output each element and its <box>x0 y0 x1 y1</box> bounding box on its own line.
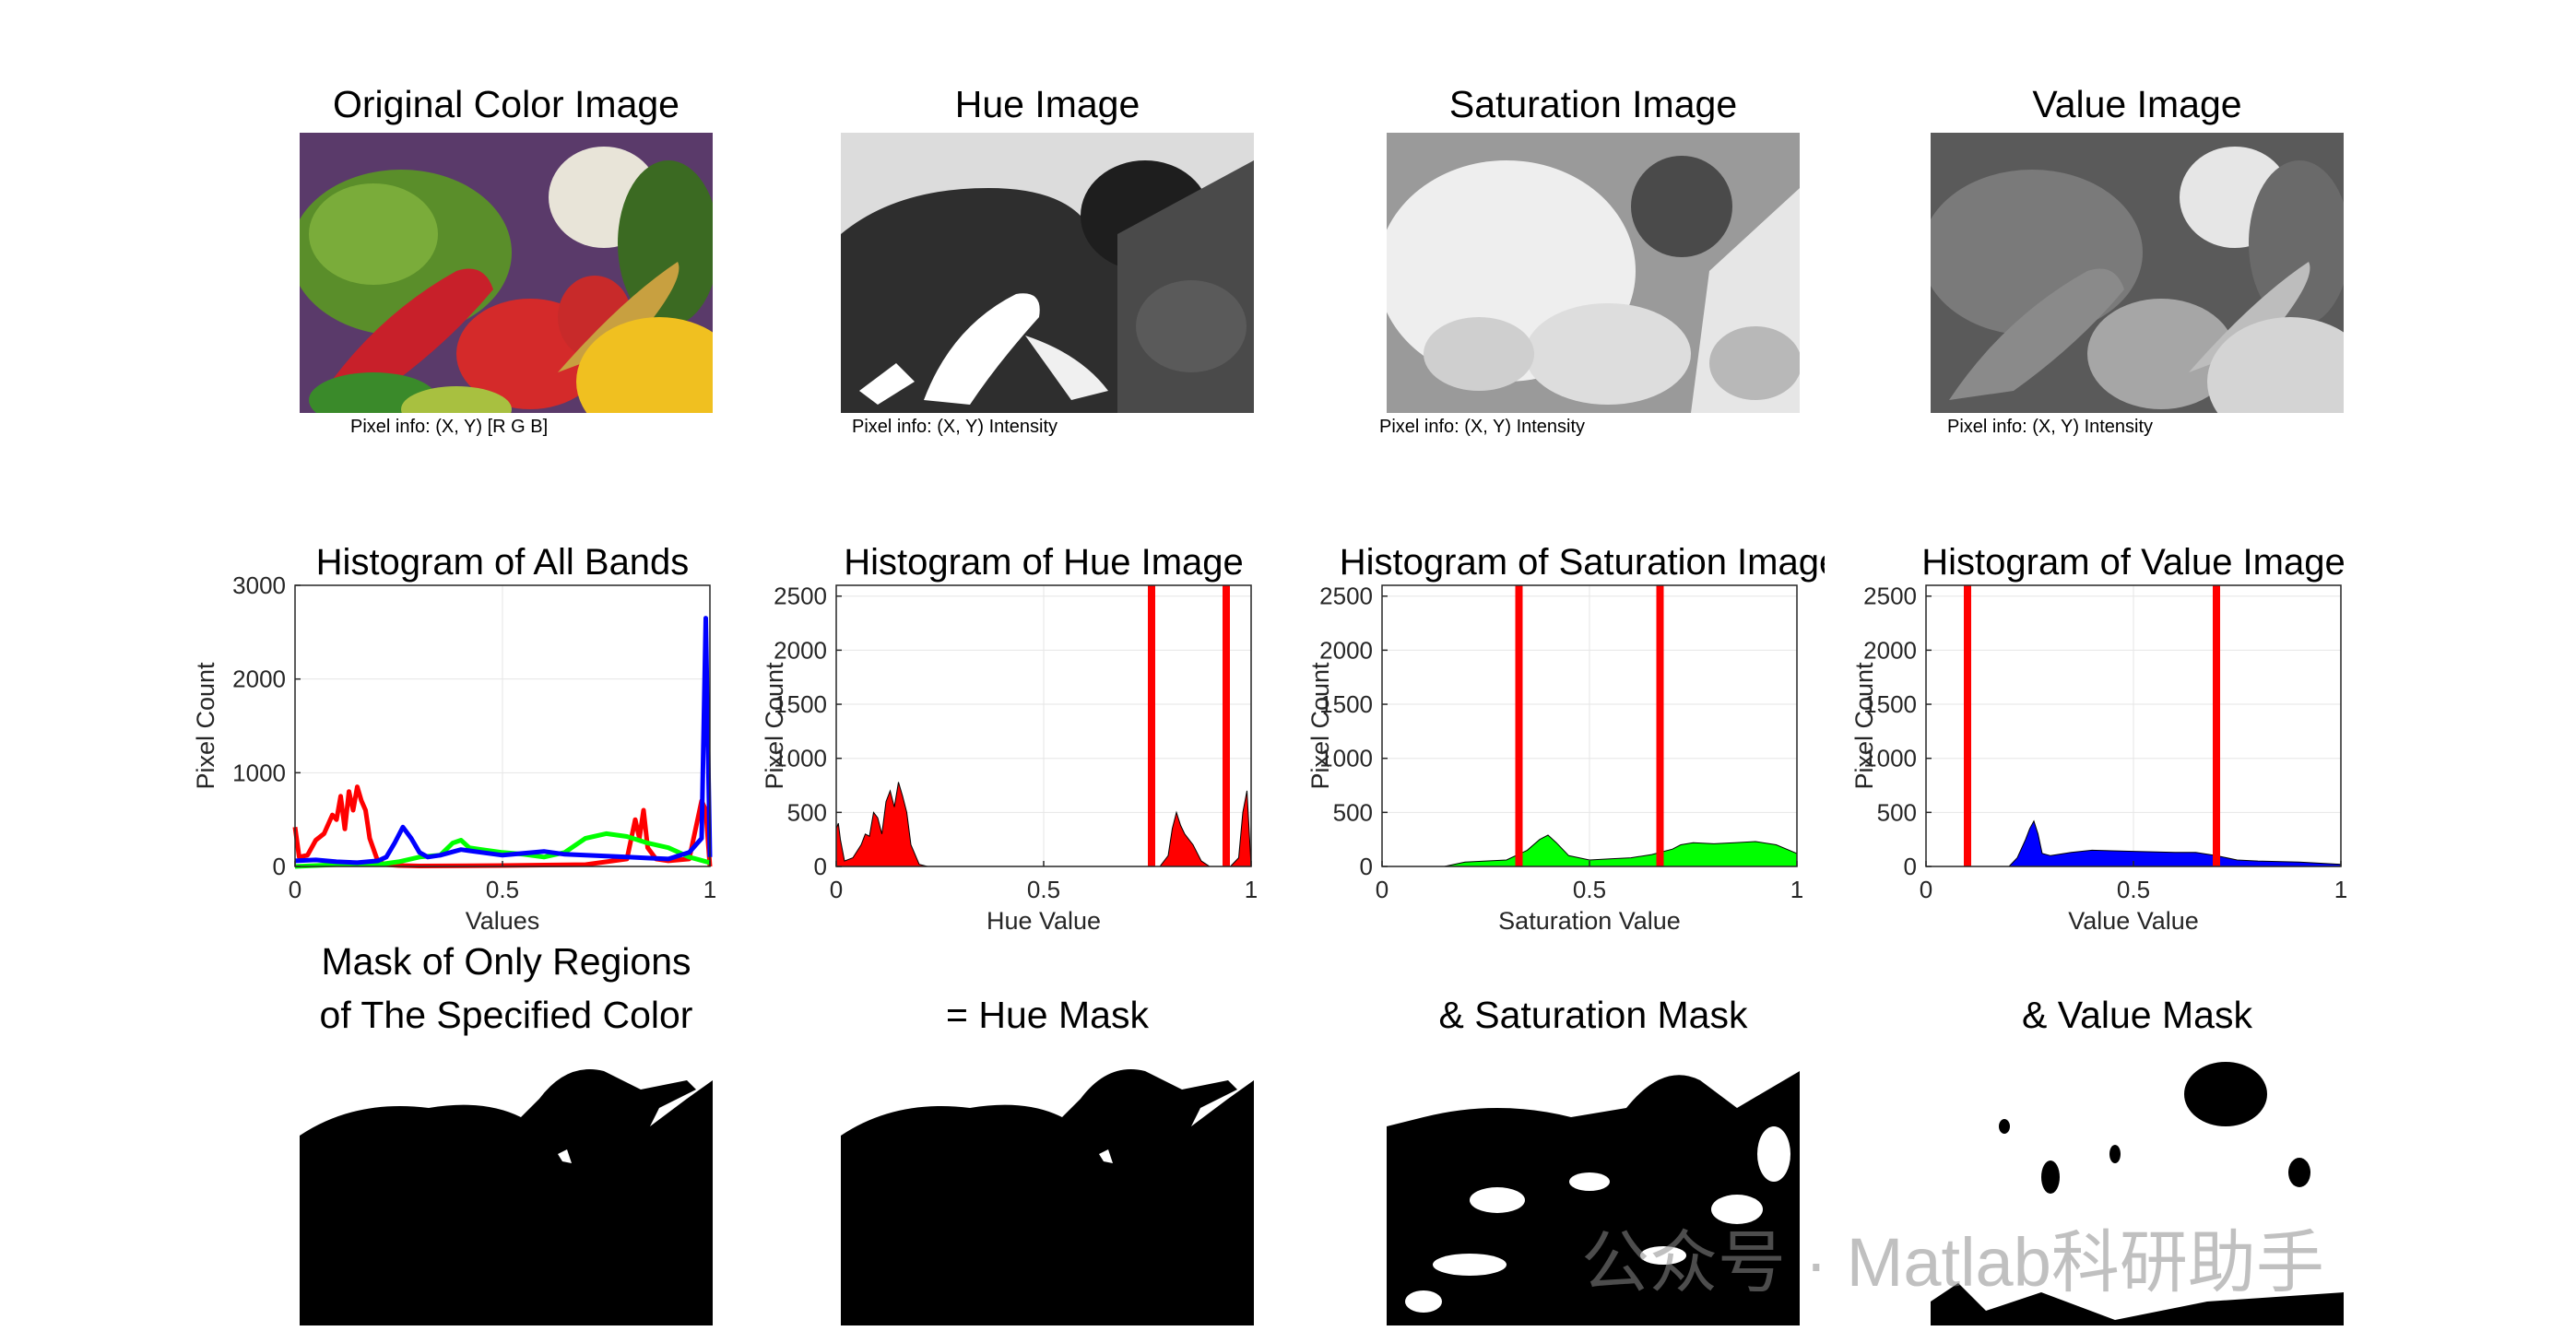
value-mask-image <box>1931 1043 2344 1325</box>
chart-title: Histogram of Hue Image <box>844 542 1244 583</box>
y-tick-label: 2500 <box>1319 583 1373 610</box>
x-tick-label: 1 <box>1245 876 1258 903</box>
y-tick-label: 2000 <box>1319 636 1373 664</box>
original-color-image <box>300 133 713 413</box>
saturation-mask-title: & Saturation Mask <box>1438 994 1748 1036</box>
y-axis-label: Pixel Count <box>761 662 788 790</box>
y-tick-label: 1000 <box>1863 745 1917 772</box>
y-tick-label: 1500 <box>1863 690 1917 718</box>
y-tick-label: 1500 <box>1319 690 1373 718</box>
hue-image <box>841 133 1254 413</box>
saturation-image-title: Saturation Image <box>1448 83 1738 125</box>
y-tick-label: 1500 <box>774 690 827 718</box>
hue-image-title: Hue Image <box>954 83 1140 125</box>
x-tick-label: 0 <box>289 876 301 903</box>
y-axis-label: Pixel Count <box>1306 662 1334 790</box>
x-axis-label: Hue Value <box>987 907 1101 935</box>
hue-mask-title: = Hue Mask <box>946 994 1149 1036</box>
y-tick-label: 500 <box>787 798 827 826</box>
y-axis-label: Pixel Count <box>1850 662 1878 790</box>
y-tick-label: 0 <box>273 853 286 880</box>
combined-mask-image <box>300 1043 713 1325</box>
histogram-area-0 <box>1382 834 1798 867</box>
y-tick-label: 1000 <box>232 759 286 786</box>
value-image <box>1931 133 2344 413</box>
value-mask-title: & Value Mask <box>2022 994 2252 1036</box>
chart-title: Histogram of Value Image <box>1921 542 2345 583</box>
histogram-saturation-chart: Histogram of Saturation Image 0 0.5 1 0 500 10… <box>1306 542 1825 935</box>
y-tick-label: 2000 <box>232 666 286 693</box>
y-tick-label: 500 <box>1333 798 1373 826</box>
x-tick-label: 0 <box>1920 876 1932 903</box>
y-tick-label: 1000 <box>774 745 827 772</box>
value-pixel-info: Pixel info: (X, Y) Intensity <box>1947 417 2154 437</box>
y-tick-label: 0 <box>814 853 827 880</box>
chart-title: Histogram of Saturation Image <box>1340 542 1825 583</box>
chart-title: Histogram of All Bands <box>316 542 690 583</box>
x-tick-label: 0.5 <box>2117 876 2150 903</box>
x-axis-label: Value Value <box>2068 907 2199 935</box>
y-tick-label: 3000 <box>232 571 286 599</box>
y-tick-label: 0 <box>1360 853 1373 880</box>
original-image-title: Original Color Image <box>333 83 679 125</box>
histogram-value-chart: Histogram of Value Image 0 0.5 1 0 500 1000 150… <box>1850 542 2347 935</box>
x-axis-label: Saturation Value <box>1498 907 1681 935</box>
x-tick-label: 1 <box>2334 876 2347 903</box>
histogram-all-bands-chart: Histogram of All Bands 0 0.5 1 0 1000 2000 3000… <box>192 542 716 935</box>
y-tick-label: 1000 <box>1319 745 1373 772</box>
histogram-hue-chart: Histogram of Hue Image 0 0.5 1 0 500 1000 1500 2… <box>761 542 1258 935</box>
y-tick-label: 500 <box>1877 798 1917 826</box>
mask-title-line2: of The Specified Color <box>319 994 693 1036</box>
histogram-area-0 <box>1926 819 2342 867</box>
y-tick-label: 2000 <box>1863 636 1917 664</box>
y-tick-label: 2500 <box>1863 583 1917 610</box>
x-tick-label: 1 <box>1790 876 1803 903</box>
watermark-text: 公众号 · Matlab科研助手 <box>1581 1224 2324 1301</box>
x-tick-label: 1 <box>703 876 716 903</box>
x-tick-label: 0 <box>830 876 843 903</box>
y-axis-label: Pixel Count <box>192 662 219 790</box>
saturation-pixel-info: Pixel info: (X, Y) Intensity <box>1379 417 1586 437</box>
x-tick-label: 0.5 <box>1027 876 1060 903</box>
hue-mask-image <box>841 1043 1254 1325</box>
histogram-line-2 <box>294 616 713 866</box>
hue-pixel-info: Pixel info: (X, Y) Intensity <box>852 417 1058 437</box>
histogram-line-1 <box>294 831 711 869</box>
x-axis-label: Values <box>466 907 540 935</box>
saturation-image <box>1387 133 1800 413</box>
saturation-mask-image <box>1387 1043 1800 1325</box>
x-tick-label: 0.5 <box>1573 876 1606 903</box>
y-tick-label: 2500 <box>774 583 827 610</box>
original-pixel-info: Pixel info: (X, Y) [R G B] <box>350 417 549 437</box>
x-tick-label: 0 <box>1376 876 1388 903</box>
y-tick-label: 2000 <box>774 636 827 664</box>
y-tick-label: 0 <box>1904 853 1917 880</box>
mask-title-line1: Mask of Only Regions <box>321 940 691 983</box>
value-image-title: Value Image <box>2032 83 2242 125</box>
x-tick-label: 0.5 <box>486 876 519 903</box>
